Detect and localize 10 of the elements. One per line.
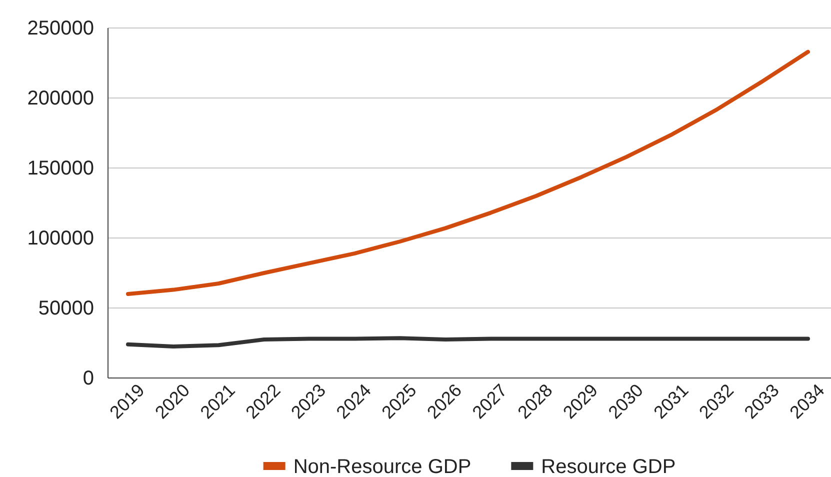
y-tick-label: 100000: [27, 227, 94, 250]
legend-label: Non-Resource GDP: [293, 456, 472, 477]
y-tick-label: 150000: [27, 157, 94, 180]
line-series: [126, 50, 810, 296]
y-tick-label: 50000: [38, 297, 94, 320]
line-series: [126, 336, 810, 348]
y-tick-label: 250000: [27, 17, 94, 40]
legend-label: Resource GDP: [541, 456, 676, 477]
y-tick-label: 0: [82, 367, 94, 390]
y-tick-label: 200000: [27, 87, 94, 110]
